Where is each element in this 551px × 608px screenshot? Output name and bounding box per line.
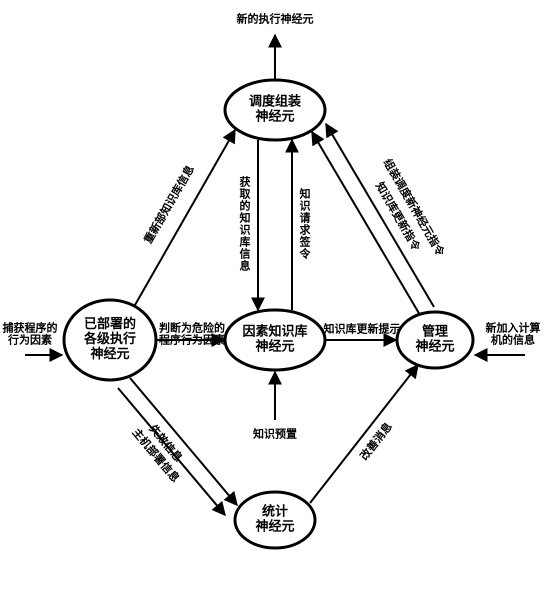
edge-label-center-right: 知识库更新提示 [323,322,401,336]
edge-bottom-right [310,365,418,503]
ext-label-top_out: 新的执行神经元 [237,12,314,26]
node-center: 因素知识库神经元 [225,310,325,370]
svg-text:重新部知识库信息: 重新部知识库信息 [141,163,197,246]
svg-text:行为因素: 行为因素 [7,333,52,347]
ext-label-left_in: 捕获程序的行为因素 [3,321,58,347]
svg-text:机的信息: 机的信息 [491,333,535,347]
edge-label-top-center1: 获取的知识库信息 [239,175,251,273]
svg-text:的: 的 [240,199,251,213]
node-left: 已部署的各级执行神经元 [64,300,156,380]
edge-label-center-top2: 知识请求签令 [299,187,312,261]
edge-left-bottom2 [118,388,225,515]
node-center-label: 神经元 [255,338,294,353]
edge-label-bottom-right: 改善消息 [357,419,395,462]
node-right-label: 神经元 [415,338,454,353]
svg-text:识: 识 [300,200,311,213]
svg-text:求: 求 [300,223,312,237]
node-right-label: 管理 [422,323,448,338]
svg-text:知识库更新提示: 知识库更新提示 [323,322,401,336]
svg-text:识: 识 [240,224,251,237]
svg-text:新加入计算: 新加入计算 [486,321,541,335]
node-top-label: 调度组装 [249,93,301,108]
svg-text:请: 请 [300,211,311,225]
svg-text:改善消息: 改善消息 [357,419,395,462]
node-bottom: 统计神经元 [235,492,315,548]
svg-text:知: 知 [239,211,251,225]
node-bottom-label: 统计 [262,503,288,518]
svg-text:令: 令 [299,247,312,261]
node-top-label: 神经元 [255,108,294,123]
edge-left-top [135,130,235,305]
svg-text:知识预置: 知识预置 [252,427,297,441]
svg-text:签: 签 [299,235,312,249]
svg-text:程序行为因素: 程序行为因素 [159,333,225,347]
node-right: 管理神经元 [397,312,473,368]
node-top: 调度组装神经元 [225,80,325,140]
svg-text:判断为危险的: 判断为危险的 [159,321,225,335]
edge-label-left-center: 判断为危险的程序行为因素 [159,321,225,347]
node-left-label: 各级执行 [83,331,136,346]
node-center-label: 因素知识库 [242,323,307,338]
svg-text:捕获程序的: 捕获程序的 [3,321,58,335]
ext-label-right_in: 新加入计算机的信息 [486,321,541,347]
svg-text:知: 知 [299,187,311,201]
svg-text:取: 取 [240,188,251,201]
edge-label-left-top: 重新部知识库信息 [141,163,197,246]
svg-text:获: 获 [240,175,251,189]
node-left-label: 已部署的 [84,316,136,331]
svg-text:新的执行神经元: 新的执行神经元 [237,12,314,26]
svg-text:信: 信 [240,247,251,261]
ext-label-center_in: 知识预置 [252,427,297,441]
node-left-label: 神经元 [90,346,129,361]
svg-text:息: 息 [240,259,251,273]
node-bottom-label: 神经元 [255,518,294,533]
svg-text:库: 库 [240,235,251,249]
